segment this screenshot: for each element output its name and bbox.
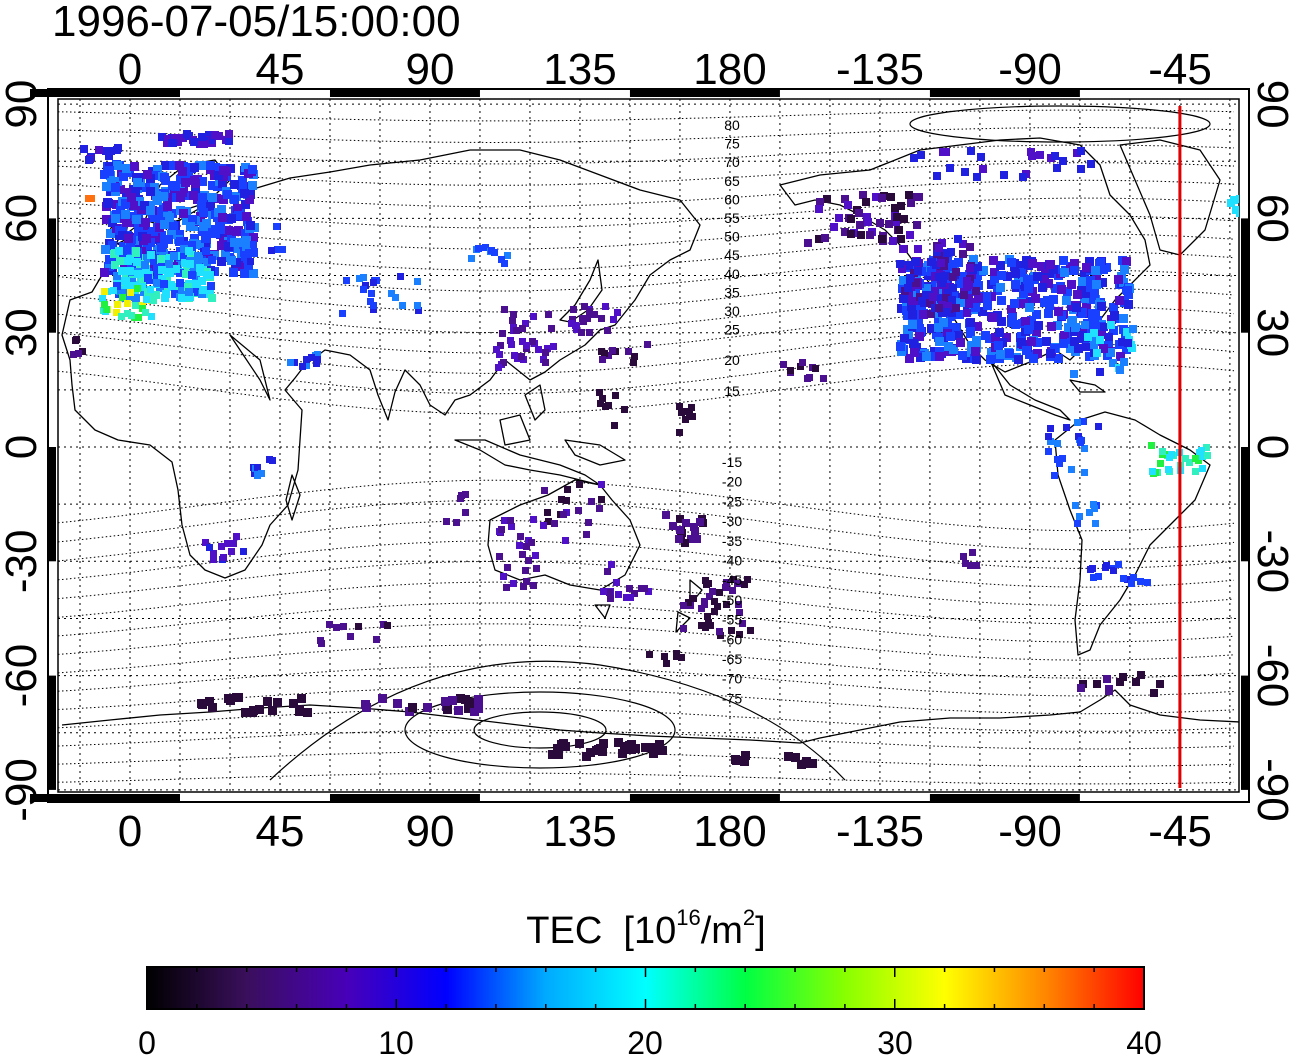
y-tick-label: 30 xyxy=(0,308,46,357)
contour-label: -20 xyxy=(722,474,742,490)
x-tick-label: 45 xyxy=(256,45,305,94)
y-tick-label: 60 xyxy=(1248,194,1292,243)
contour-label: 65 xyxy=(724,173,740,189)
y-tick-label: 0 xyxy=(0,435,46,459)
colorbar-tick-label: 30 xyxy=(877,1025,913,1061)
contour-label: -65 xyxy=(722,651,742,667)
x-tick-label: 180 xyxy=(693,807,766,856)
x-tick-label: -90 xyxy=(998,807,1062,856)
contour-label: -55 xyxy=(722,612,742,628)
x-axis-labels-bottom: 0 45 90 135 180 -135 -90 -45 xyxy=(118,807,1212,856)
x-tick-label: 135 xyxy=(543,807,616,856)
y-tick-label: -30 xyxy=(0,530,46,594)
contour-label: 50 xyxy=(724,229,740,245)
y-tick-label: -30 xyxy=(1248,530,1292,594)
contour-labels: 80 75 70 65 60 55 50 45 40 35 30 25 20 15 -15 -20 -25 -30… xyxy=(722,117,742,706)
contour-label: 45 xyxy=(724,247,740,263)
contour-label: 80 xyxy=(724,117,740,133)
contour-label: -45 xyxy=(722,572,742,588)
x-tick-label: 180 xyxy=(693,45,766,94)
contour-label: 60 xyxy=(724,191,740,207)
x-tick-label: -90 xyxy=(998,45,1062,94)
x-tick-label: 90 xyxy=(406,45,455,94)
colorbar-title: TEC [1016/m2] xyxy=(526,905,766,953)
tec-observations xyxy=(70,130,1239,769)
contour-label: 25 xyxy=(724,322,740,338)
x-axis-labels-top: 0 45 90 135 180 -135 -90 -45 xyxy=(118,45,1212,94)
colorbar-tick-label: 20 xyxy=(627,1025,663,1061)
y-tick-label: 90 xyxy=(0,80,46,129)
x-tick-label: -45 xyxy=(1148,45,1212,94)
y-tick-label: -60 xyxy=(1248,644,1292,708)
contour-label: -60 xyxy=(722,631,742,647)
contour-label: -25 xyxy=(722,493,742,509)
contour-label: 40 xyxy=(724,266,740,282)
contour-label: 35 xyxy=(724,284,740,300)
colorbar-tick-label: 0 xyxy=(138,1025,156,1061)
contour-label: -30 xyxy=(722,513,742,529)
x-tick-label: 0 xyxy=(118,45,142,94)
x-tick-label: -45 xyxy=(1148,807,1212,856)
y-tick-label: -90 xyxy=(0,758,46,822)
y-axis-labels-right: 90 60 30 0 -30 -60 -90 xyxy=(1248,80,1292,822)
contour-label: -35 xyxy=(722,533,742,549)
y-tick-label: 90 xyxy=(1248,80,1292,129)
contour-label: 15 xyxy=(724,383,740,399)
y-tick-label: 30 xyxy=(1248,308,1292,357)
y-tick-label: 0 xyxy=(1248,435,1292,459)
colorbar-tick-label: 40 xyxy=(1126,1025,1162,1061)
map-timestamp: 1996-07-05/15:00:00 xyxy=(52,0,461,46)
x-tick-label: 0 xyxy=(118,807,142,856)
x-tick-label: 135 xyxy=(543,45,616,94)
contour-label: 55 xyxy=(724,210,740,226)
x-tick-label: -135 xyxy=(836,807,924,856)
contour-label: -15 xyxy=(722,454,742,470)
colorbar-tick-label: 10 xyxy=(378,1025,414,1061)
colorbar-ticks xyxy=(146,967,1145,1009)
contour-label: -50 xyxy=(722,592,742,608)
contour-label: 30 xyxy=(724,303,740,319)
contour-label: 20 xyxy=(724,352,740,368)
x-tick-label: -135 xyxy=(836,45,924,94)
contour-label: 70 xyxy=(724,154,740,170)
y-tick-label: -60 xyxy=(0,644,46,708)
contour-label: -40 xyxy=(722,553,742,569)
y-axis-labels-left: 90 60 30 0 -30 -60 -90 xyxy=(0,80,46,822)
contour-label: 75 xyxy=(724,136,740,152)
y-tick-label: 60 xyxy=(0,194,46,243)
frame-ticks xyxy=(30,89,1249,802)
y-tick-label: -90 xyxy=(1248,758,1292,822)
contour-label: -75 xyxy=(722,690,742,706)
x-tick-label: 45 xyxy=(256,807,305,856)
contour-label: -70 xyxy=(722,671,742,687)
x-tick-label: 90 xyxy=(406,807,455,856)
